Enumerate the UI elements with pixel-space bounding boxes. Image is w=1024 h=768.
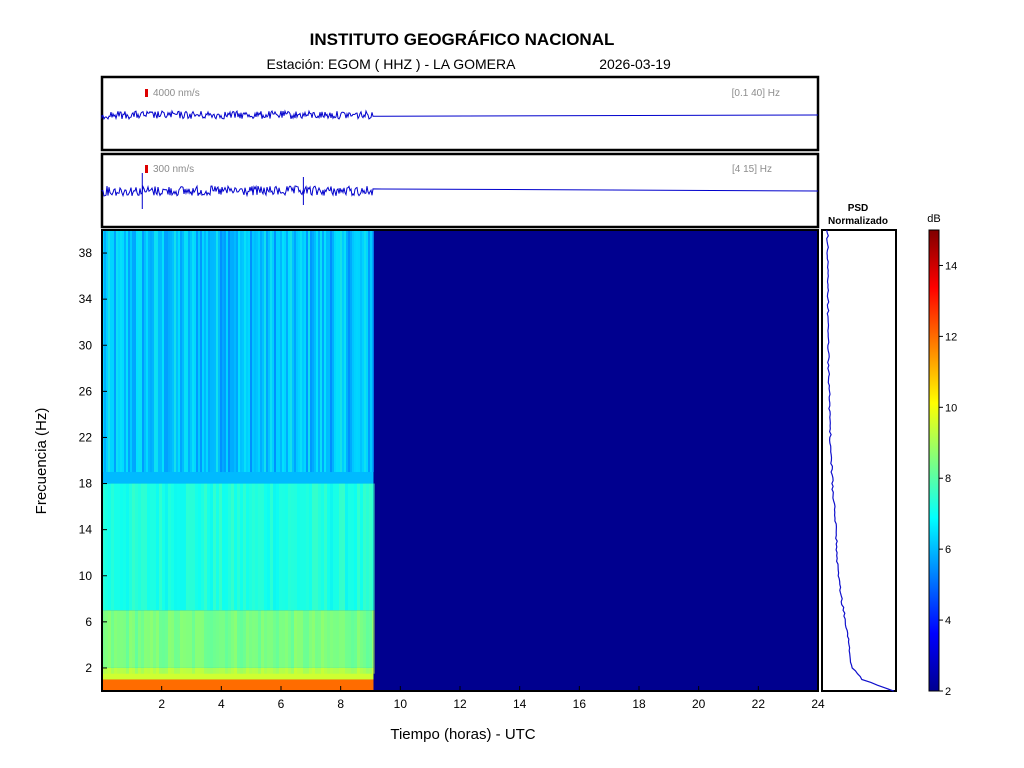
date-label: 2026-03-19	[599, 56, 671, 72]
y-tick-label: 2	[85, 661, 92, 675]
band-label: [4 15] Hz	[732, 164, 772, 175]
spectrogram-data	[102, 230, 375, 691]
colorbar-gradient	[928, 229, 940, 692]
trace-panel-filtered: 300 nm/s [4 15] Hz	[100, 152, 820, 229]
colorbar-tick-label: 10	[945, 402, 957, 414]
trace-panel-frame	[100, 75, 820, 152]
trace-waveform	[101, 184, 819, 198]
colorbar-tick-label: 14	[945, 260, 957, 272]
amplitude-scale-marker	[145, 165, 148, 173]
y-tick-label: 34	[79, 292, 93, 306]
x-tick-label: 4	[218, 697, 225, 711]
x-tick-label: 16	[573, 697, 587, 711]
colorbar-tick-label: 8	[945, 473, 951, 485]
station-label: Estación: EGOM ( HHZ ) - LA GOMERA	[267, 56, 517, 72]
psd-subtitle: Normalizado	[828, 216, 888, 227]
psd-panel: PSD Normalizado	[821, 203, 897, 692]
amplitude-label: 4000 nm/s	[153, 88, 200, 99]
seismic-trace	[101, 173, 819, 209]
band-label: [0.1 40] Hz	[732, 88, 780, 99]
psd-curve	[826, 229, 894, 692]
x-tick-label: 8	[337, 697, 344, 711]
x-tick-label: 10	[394, 697, 408, 711]
trace-panel-broadband: 4000 nm/s [0.1 40] Hz	[100, 75, 820, 152]
y-tick-label: 22	[79, 430, 93, 444]
y-tick-label: 26	[79, 384, 93, 398]
seismic-trace	[101, 109, 819, 121]
psd-title: PSD	[848, 203, 869, 214]
spectrogram-band	[102, 679, 374, 691]
x-tick-label: 6	[278, 697, 285, 711]
y-tick-label: 30	[79, 338, 93, 352]
spectrogram-texture	[102, 230, 375, 674]
colorbar-tick-label: 6	[945, 544, 951, 556]
psd-frame	[821, 229, 897, 692]
colorbar-ticks: 2 4 6 8 10 12 14	[939, 260, 957, 698]
x-tick-label: 20	[692, 697, 706, 711]
spectrogram-band	[102, 483, 374, 611]
spectrogram-band	[102, 610, 374, 668]
spectrogram-band	[102, 667, 374, 680]
y-tick-label: 14	[79, 523, 93, 537]
x-tick-label: 18	[632, 697, 646, 711]
amplitude-label: 300 nm/s	[153, 164, 194, 175]
y-tick-label: 10	[79, 569, 93, 583]
y-tick-label: 38	[79, 246, 93, 260]
x-axis-label: Tiempo (horas) - UTC	[390, 726, 535, 743]
figure-title: INSTITUTO GEOGRÁFICO NACIONAL	[310, 30, 615, 49]
amplitude-scale-marker	[145, 89, 148, 97]
colorbar-tick-label: 4	[945, 615, 951, 627]
trace-waveform	[101, 109, 819, 121]
colorbar-tick-label: 2	[945, 686, 951, 698]
x-tick-label: 12	[453, 697, 467, 711]
x-axis-ticks: 2 4 6 8 10 12 14 16 18 20 22 24	[158, 686, 825, 711]
y-tick-label: 18	[79, 477, 93, 491]
x-tick-label: 2	[158, 697, 165, 711]
spectrogram: 2 4 6 8 10 12 14 16 18 20 22 24 261014182226303438 …	[33, 229, 825, 743]
y-tick-label: 6	[85, 615, 92, 629]
x-tick-label: 14	[513, 697, 527, 711]
colorbar-tick-label: 12	[945, 331, 957, 343]
y-axis-label: Frecuencia (Hz)	[33, 408, 50, 515]
colorbar-unit: dB	[927, 213, 940, 225]
x-tick-label: 22	[752, 697, 766, 711]
colorbar: dB 2 4 6 8 10 12 14	[927, 213, 957, 698]
x-tick-label: 24	[811, 697, 825, 711]
